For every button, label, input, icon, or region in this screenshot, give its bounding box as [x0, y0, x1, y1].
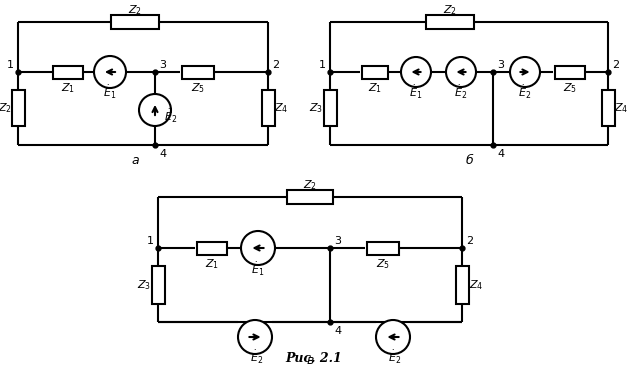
Text: $4$: $4$	[159, 147, 167, 159]
Text: $2$: $2$	[612, 58, 620, 70]
Circle shape	[446, 57, 476, 87]
Text: $Z_4$: $Z_4$	[614, 101, 628, 115]
Bar	[197, 242, 227, 255]
Circle shape	[376, 320, 410, 354]
Bar	[455, 266, 468, 304]
Bar	[602, 90, 615, 126]
Bar	[323, 90, 337, 126]
Bar	[426, 15, 474, 29]
Bar	[11, 90, 24, 126]
Text: $1$: $1$	[318, 58, 326, 70]
Circle shape	[510, 57, 540, 87]
Text: $Z_1$: $Z_1$	[205, 257, 219, 271]
Text: $Z_4$: $Z_4$	[468, 278, 483, 292]
Circle shape	[401, 57, 431, 87]
Text: $3$: $3$	[159, 58, 167, 70]
Text: $Z_2$: $Z_2$	[303, 178, 317, 192]
Text: $Z_5$: $Z_5$	[563, 81, 577, 95]
Text: $1$: $1$	[6, 58, 14, 70]
Text: $Z_5$: $Z_5$	[376, 257, 390, 271]
Text: $2$: $2$	[466, 234, 474, 246]
Text: Рис. 2.1: Рис. 2.1	[286, 351, 342, 364]
Bar	[261, 90, 274, 126]
Text: $3$: $3$	[334, 234, 342, 246]
Text: $a$: $a$	[131, 154, 139, 167]
Bar	[362, 66, 388, 79]
Text: $б$: $б$	[465, 152, 475, 167]
Text: $Z_1$: $Z_1$	[368, 81, 382, 95]
Text: $в$: $в$	[306, 354, 315, 367]
Circle shape	[238, 320, 272, 354]
Bar	[53, 66, 83, 79]
Text: $2$: $2$	[272, 58, 280, 70]
Text: $Z_3$: $Z_3$	[137, 278, 151, 292]
Text: $3$: $3$	[497, 58, 505, 70]
Text: $\dot{E}_2$: $\dot{E}_2$	[455, 83, 468, 101]
Bar	[555, 66, 585, 79]
Text: $Z_1$: $Z_1$	[61, 81, 75, 95]
Bar	[287, 190, 333, 204]
Text: $Z_3$: $Z_3$	[309, 101, 323, 115]
Bar	[111, 15, 159, 29]
Bar	[182, 66, 214, 79]
Text: $Z_2$: $Z_2$	[128, 3, 142, 17]
Text: $4$: $4$	[497, 147, 506, 159]
Circle shape	[139, 94, 171, 126]
Text: $\dot{E}_2$: $\dot{E}_2$	[518, 83, 532, 101]
Text: $4$: $4$	[333, 324, 342, 336]
Circle shape	[94, 56, 126, 88]
Text: $1$: $1$	[146, 234, 154, 246]
Circle shape	[241, 231, 275, 265]
Text: $Z_5$: $Z_5$	[191, 81, 205, 95]
Text: $\dot{E}_2$: $\dot{E}_2$	[251, 348, 264, 365]
Text: $Z_2$: $Z_2$	[0, 101, 12, 115]
Text: $Z_2$: $Z_2$	[443, 3, 457, 17]
Text: $\dot{E}_1$: $\dot{E}_1$	[409, 83, 423, 101]
Bar	[367, 242, 399, 255]
Text: $\dot{E}_2$: $\dot{E}_2$	[388, 348, 402, 365]
Text: $\dot{E}_1$: $\dot{E}_1$	[104, 83, 117, 101]
Bar	[151, 266, 165, 304]
Text: $\dot{E}_2$: $\dot{E}_2$	[165, 108, 178, 125]
Text: $\dot{E}_1$: $\dot{E}_1$	[251, 260, 264, 278]
Text: $Z_4$: $Z_4$	[274, 101, 288, 115]
